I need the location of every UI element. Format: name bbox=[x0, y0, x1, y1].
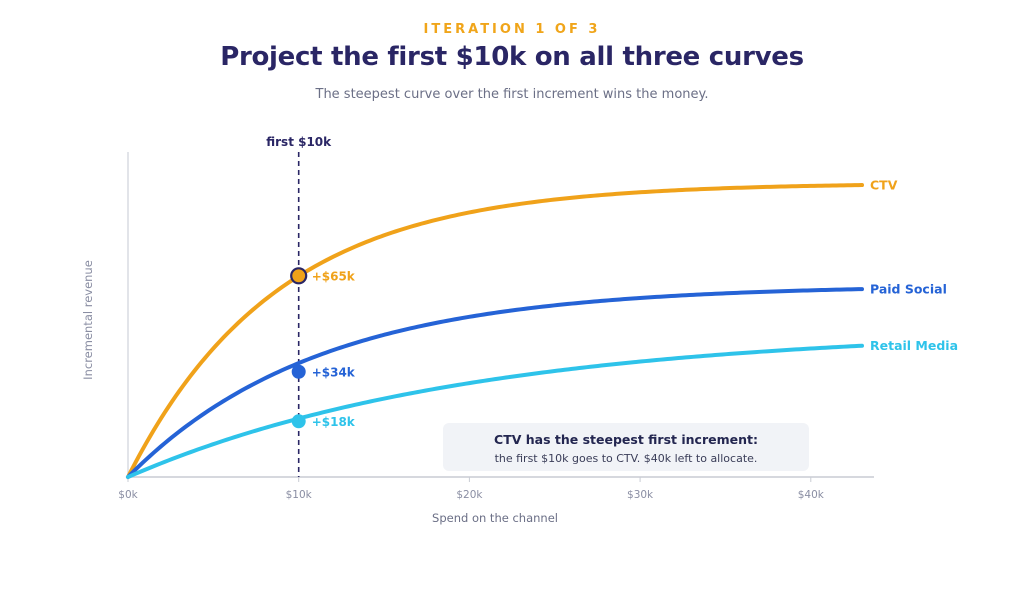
series-label-paid-social: Paid Social bbox=[870, 282, 947, 297]
series-label-retail-media: Retail Media bbox=[870, 338, 958, 353]
point-label-paid-social: +$34k bbox=[312, 365, 356, 379]
point-paid-social bbox=[291, 364, 306, 379]
page-subtitle: The steepest curve over the first increm… bbox=[315, 87, 709, 102]
x-tick-label: $20k bbox=[456, 489, 483, 501]
curve-ctv bbox=[126, 183, 864, 479]
x-ticks: $0k $10k $20k $30k $40k bbox=[118, 477, 825, 501]
curve-paid-social bbox=[126, 287, 864, 479]
series-label-ctv: CTV bbox=[870, 178, 898, 193]
allocation-callout: CTV has the steepest first increment: th… bbox=[443, 423, 809, 471]
curve-retail-media bbox=[126, 343, 864, 479]
series-labels: CTV Paid Social Retail Media bbox=[870, 178, 958, 354]
point-ctv bbox=[290, 267, 308, 285]
increment-points: +$65k +$34k +$18k bbox=[290, 267, 356, 429]
x-tick-label: $40k bbox=[798, 489, 825, 501]
x-tick-label: $30k bbox=[627, 489, 654, 501]
point-label-ctv: +$65k bbox=[312, 269, 356, 283]
point-retail-media bbox=[291, 414, 306, 429]
point-label-retail-media: +$18k bbox=[312, 415, 356, 429]
y-axis-title: Incremental revenue bbox=[81, 260, 95, 380]
x-tick-label: $0k bbox=[118, 489, 138, 501]
callout-body: the first $10k goes to CTV. $40k left to… bbox=[494, 452, 758, 465]
x-tick-label: $10k bbox=[286, 489, 313, 501]
first-increment-marker-label: first $10k bbox=[266, 135, 332, 149]
curves bbox=[126, 183, 864, 479]
iteration-label: ITERATION 1 OF 3 bbox=[423, 22, 601, 37]
callout-title: CTV has the steepest first increment: bbox=[494, 432, 758, 447]
x-axis-title: Spend on the channel bbox=[432, 511, 558, 525]
page-title: Project the first $10k on all three curv… bbox=[220, 42, 804, 72]
